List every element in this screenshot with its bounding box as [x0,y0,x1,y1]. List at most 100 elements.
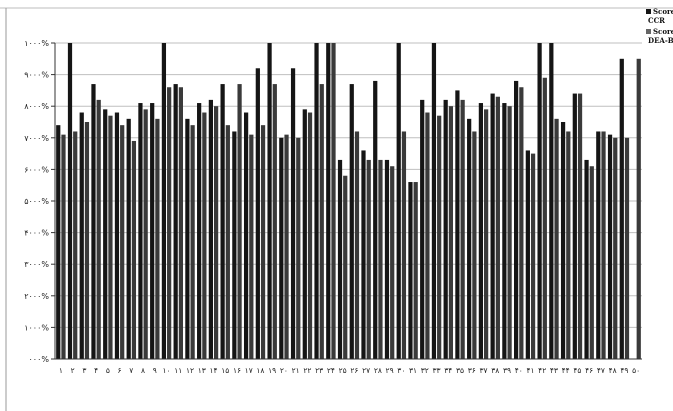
bar-dea-bsc [554,118,559,359]
x-tick-label: ۹ [153,366,157,375]
bar-ccr [161,43,167,359]
bar-ccr [126,118,131,359]
bar-dea-bsc [472,131,477,359]
x-tick-label: ۳۷ [479,366,487,375]
legend-label-top: Score [653,7,673,16]
x-tick-label: ۱۹ [268,366,276,375]
x-tick-label: ۴۲ [538,366,546,375]
x-tick-label: ۲۹ [386,366,394,375]
bar-dea-bsc [566,131,571,359]
x-tick-label: ۴۳ [550,366,558,375]
bar-dea-bsc [307,112,313,360]
x-tick-label: ۱۶ [233,366,241,375]
x-tick-label: ۳ [82,366,86,375]
x-tick-label: ۳۳ [433,366,441,375]
bar-ccr [56,125,61,359]
x-tick-label: ۲۷ [362,366,370,375]
bar-dea-bsc [84,122,90,359]
x-tick-label: ۱۷ [245,366,253,375]
legend-label-top: Score [653,27,673,36]
x-tick-label: ۲ [71,366,75,375]
bar-ccr [349,84,354,359]
bar-ccr [384,159,390,359]
bar-ccr [467,118,472,359]
bar-dea-bsc [577,93,583,359]
bar-ccr [596,131,601,359]
legend-swatch [646,9,651,14]
bar-ccr [584,159,589,359]
bar-dea-bsc [108,115,113,360]
bar-dea-bsc [624,137,630,359]
bar-dea-bsc [401,131,407,359]
bar-ccr [255,68,260,359]
bar-dea-bsc [530,153,536,359]
bar-dea-bsc [131,140,137,359]
x-tick-label: ۳۱ [409,366,417,375]
bar-dea-bsc [284,134,289,359]
x-tick-label: ۱۴ [209,366,217,375]
bar-ccr [232,131,237,359]
bar-ccr [572,93,577,359]
x-tick-label: ۳۸ [491,366,499,375]
y-tick-label: ۳۰۰۰% [24,260,49,269]
legend-label-bottom: DEA-BS [648,36,673,45]
bar-ccr [478,103,484,359]
x-tick-label: ۵۰ [632,366,640,375]
x-tick-label: ۲۴ [327,366,335,375]
bar-ccr [420,99,425,359]
x-tick-label: ۴۶ [585,366,593,375]
bar-ccr [549,43,554,359]
x-tick-label: ۱۳ [198,366,206,375]
bar-dea-bsc [296,137,301,359]
bar-ccr [373,80,378,360]
x-tick-label: ۱۸ [256,366,264,375]
bar-ccr [290,68,296,359]
x-tick-label: ۱۱ [174,366,182,375]
x-tick-label: ۳۶ [468,366,476,375]
bar-dea-bsc [272,84,277,359]
x-tick-label: ۱ [59,366,63,375]
bar-ccr [185,118,190,359]
bar-dea-bsc [589,166,594,359]
bar-ccr [537,43,542,359]
bar-ccr [443,99,448,359]
bar-dea-bsc [202,112,207,360]
bar-ccr [361,150,366,359]
bar-ccr [138,103,143,359]
legend-label-bottom: CCR [648,16,665,25]
bar-dea-bsc [613,137,618,359]
bar-ccr [79,112,84,360]
bar-ccr [197,103,202,359]
bar-dea-bsc [378,159,383,359]
bar-dea-bsc [425,112,430,360]
bar-dea-bsc [460,99,465,359]
x-tick-label: ۲۰ [280,366,288,375]
bar-dea-bsc [354,131,360,359]
x-tick-label: ۴۰ [515,366,523,375]
bar-dea-bsc [249,134,254,359]
bar-dea-bsc [260,125,266,359]
y-tick-label: ۵۰۰۰% [24,197,49,206]
x-tick-label: ۱۵ [221,366,229,375]
bar-dea-bsc [61,134,66,359]
x-tick-label: ۳۲ [421,366,429,375]
bar-ccr [279,137,284,359]
x-tick-label: ۶ [118,366,122,375]
x-tick-label: ۴۵ [573,366,581,375]
bar-dea-bsc [225,125,230,359]
bar-dea-bsc [143,109,148,359]
x-tick-label: ۴۴ [562,366,570,375]
y-tick-label: ۸۰۰۰% [24,102,49,111]
x-tick-label: ۳۹ [503,366,511,375]
x-tick-label: ۲۱ [292,366,300,375]
x-tick-label: ۴ [94,366,98,375]
bar-ccr [408,182,413,359]
y-tick-label: ۱۰۰۰% [24,323,49,332]
y-tick-label: ۶۰۰۰% [24,165,49,174]
bar-ccr [514,80,519,360]
bar-dea-bsc [178,87,183,360]
bar-ccr [337,159,343,359]
x-tick-label: ۱۰ [162,366,170,375]
